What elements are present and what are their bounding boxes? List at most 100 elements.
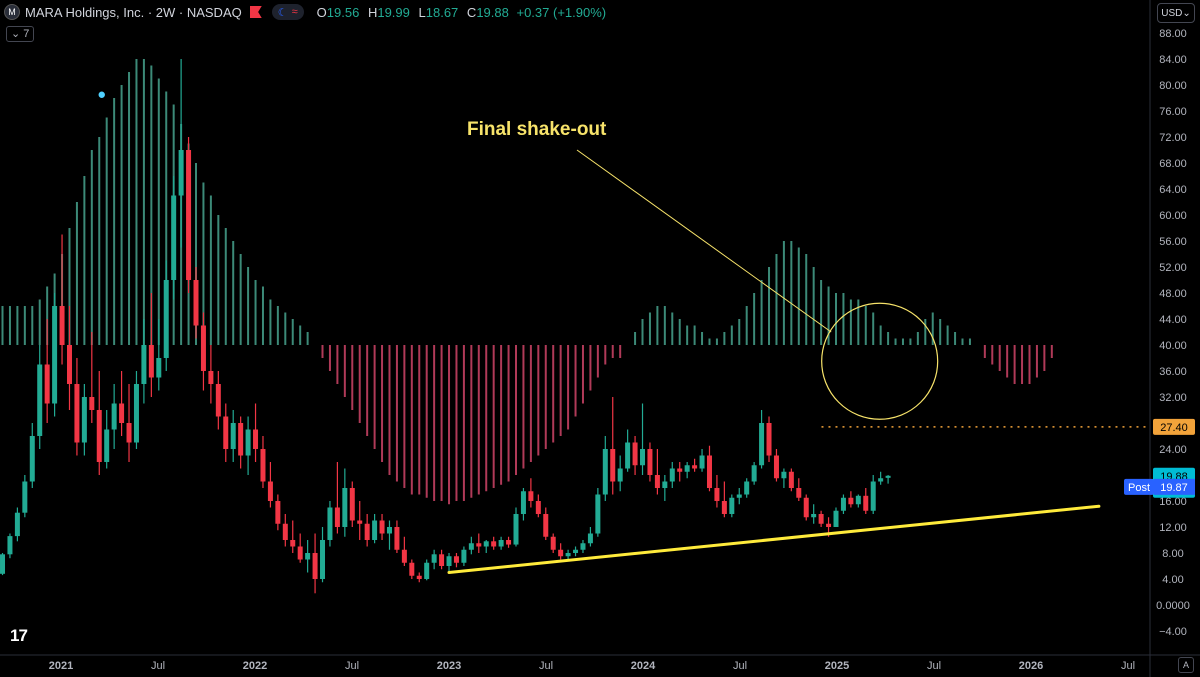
candle-body bbox=[200, 325, 206, 371]
candle-body bbox=[647, 449, 653, 475]
post-tag-text: Post bbox=[1128, 482, 1150, 494]
candle-body bbox=[669, 468, 675, 482]
candle-body bbox=[573, 549, 579, 553]
candle-body bbox=[483, 541, 489, 547]
candle-body bbox=[156, 358, 162, 378]
candle-body bbox=[736, 494, 742, 498]
candle-body bbox=[803, 497, 809, 518]
candle-body bbox=[662, 481, 668, 488]
candle-body bbox=[0, 554, 6, 574]
auto-scale-button[interactable]: A bbox=[1178, 657, 1194, 673]
candle-body bbox=[766, 423, 772, 456]
candle-body bbox=[193, 280, 199, 326]
candle-body bbox=[305, 553, 311, 560]
candle-body bbox=[617, 468, 623, 482]
time-tick-label: 2021 bbox=[49, 660, 73, 672]
candle bbox=[327, 501, 333, 547]
price-tick-label: 68.00 bbox=[1159, 158, 1187, 170]
time-tick-label: 2022 bbox=[243, 660, 267, 672]
candle-body bbox=[238, 423, 244, 456]
time-tick-label: Jul bbox=[539, 660, 553, 672]
candle-body bbox=[424, 562, 430, 579]
candle-body bbox=[677, 468, 683, 472]
candle bbox=[513, 507, 519, 547]
candle-body bbox=[89, 397, 95, 410]
candle bbox=[14, 507, 20, 542]
candle bbox=[863, 488, 869, 514]
candle-body bbox=[22, 481, 28, 513]
candle bbox=[133, 371, 139, 449]
candle-body bbox=[133, 384, 139, 443]
candle-body bbox=[178, 150, 184, 196]
auto-scale-label: A bbox=[1182, 660, 1189, 670]
time-tick-label: 2026 bbox=[1019, 660, 1043, 672]
price-tick-label: −4.00 bbox=[1159, 626, 1187, 638]
candle-body bbox=[372, 520, 378, 540]
price-tick-label: 36.00 bbox=[1159, 366, 1187, 378]
candle bbox=[773, 449, 779, 482]
annotation-arrow bbox=[576, 149, 832, 333]
candle bbox=[7, 533, 13, 559]
candle bbox=[453, 553, 459, 568]
price-tick-label: 48.00 bbox=[1159, 288, 1187, 300]
candle bbox=[416, 572, 422, 583]
candle-body bbox=[186, 150, 192, 280]
candle bbox=[409, 559, 415, 579]
candle bbox=[282, 514, 288, 547]
candle bbox=[788, 468, 794, 492]
candle bbox=[141, 319, 147, 404]
price-tick-label: 8.00 bbox=[1162, 548, 1183, 560]
price-tick-label: 4.00 bbox=[1162, 574, 1183, 586]
candle bbox=[386, 520, 392, 550]
candle bbox=[654, 449, 660, 495]
candle-body bbox=[386, 527, 392, 534]
candles-layer bbox=[0, 59, 891, 594]
candle-body bbox=[81, 397, 87, 443]
annotation-text: Final shake-out bbox=[467, 119, 607, 140]
candle-body bbox=[163, 280, 169, 358]
candle bbox=[759, 410, 765, 469]
currency-button[interactable]: USD ⌄ bbox=[1157, 3, 1195, 23]
candle-body bbox=[818, 514, 824, 524]
candle bbox=[186, 137, 192, 293]
candle bbox=[193, 267, 199, 339]
candle bbox=[275, 494, 281, 531]
candle-body bbox=[751, 465, 757, 482]
candle bbox=[200, 312, 206, 391]
candle-body bbox=[550, 536, 556, 550]
price-tick-label: 84.00 bbox=[1159, 54, 1187, 66]
candle bbox=[22, 475, 28, 518]
chart-header: M MARA Holdings, Inc. · 2W · NASDAQ ☾ ≈ … bbox=[4, 3, 606, 21]
session-pill[interactable]: ☾ ≈ bbox=[271, 4, 304, 20]
price-tick-label: 0.0000 bbox=[1156, 600, 1190, 612]
candle-body bbox=[640, 449, 646, 466]
candle-body bbox=[468, 543, 474, 550]
candle-body bbox=[625, 442, 631, 469]
change-value: +0.37 (+1.90%) bbox=[516, 4, 607, 20]
candle-body bbox=[870, 481, 876, 511]
candle-body bbox=[491, 541, 497, 547]
candle-body bbox=[706, 455, 712, 488]
candle bbox=[885, 475, 891, 484]
price-tick-label: 16.00 bbox=[1159, 496, 1187, 508]
candle-body bbox=[431, 554, 437, 563]
candle bbox=[171, 176, 177, 300]
candle bbox=[364, 514, 370, 547]
candle bbox=[0, 553, 6, 576]
open-value: 19.56 bbox=[326, 4, 360, 20]
currency-label: USD bbox=[1161, 7, 1183, 19]
candle-body bbox=[253, 429, 259, 449]
candle-body bbox=[171, 195, 177, 280]
candle bbox=[238, 416, 244, 469]
low-label: L bbox=[418, 4, 426, 20]
candle bbox=[840, 494, 846, 514]
candle bbox=[602, 436, 608, 501]
indicator-toggle[interactable]: ⌄ 7 bbox=[6, 26, 35, 42]
candle bbox=[528, 478, 534, 508]
candle bbox=[744, 478, 750, 498]
flag-icon[interactable] bbox=[249, 6, 262, 18]
time-tick-label: 2023 bbox=[437, 660, 461, 672]
candle bbox=[446, 553, 452, 572]
symbol-title[interactable]: MARA Holdings, Inc. · 2W · NASDAQ bbox=[25, 4, 242, 20]
